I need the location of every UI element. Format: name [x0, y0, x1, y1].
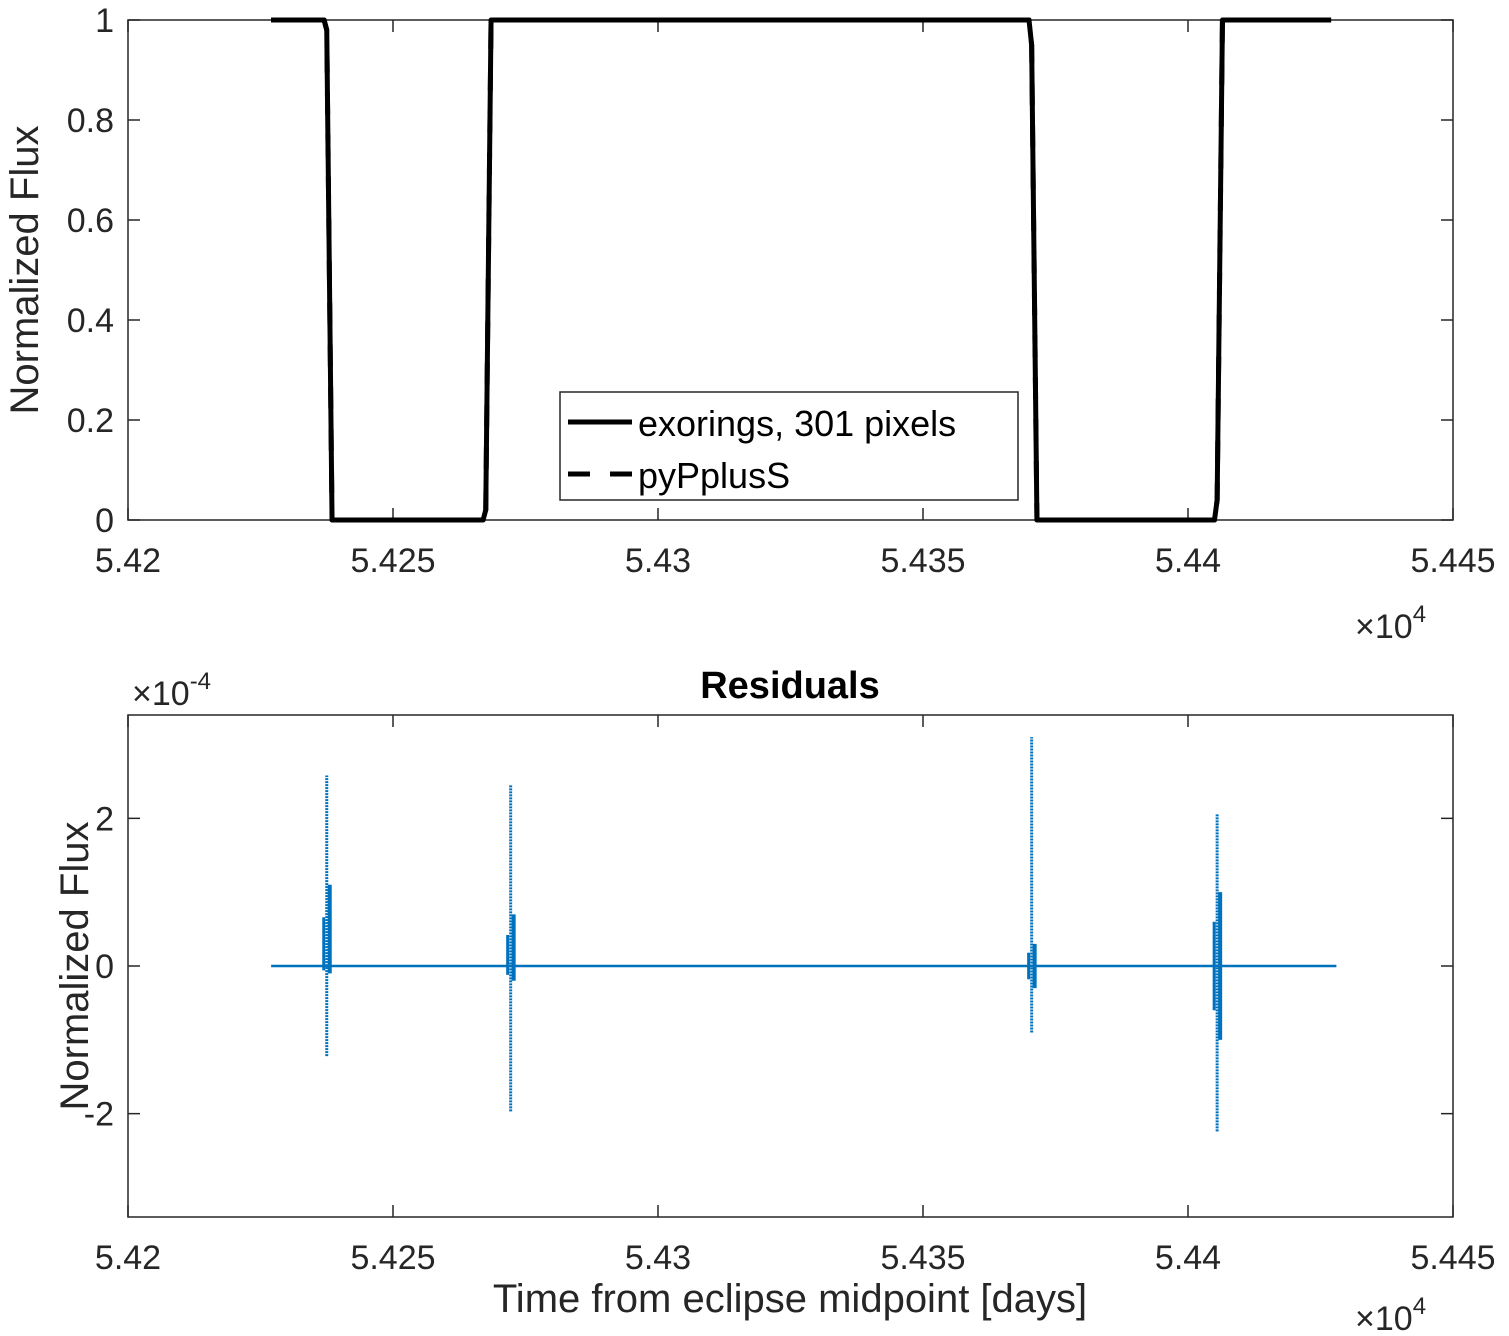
bottom-x-exponent: ×104	[1355, 1293, 1426, 1336]
top-y-tick-label: 0.4	[67, 302, 114, 340]
series-line-pypluss	[271, 17, 1332, 523]
top-y-tick-label: 0	[95, 502, 114, 540]
bottom-x-tick-label: 5.435	[880, 1239, 965, 1277]
bottom-series	[271, 737, 1337, 1132]
legend-entry-pypluss: pyPplusS	[638, 455, 790, 496]
top-x-tick-label: 5.44	[1155, 542, 1221, 580]
top-x-tick-label: 5.435	[880, 542, 965, 580]
bottom-axes: 5.42 5.425 5.43 5.435 5.44 5.445 -2 0 2 Residual…	[53, 665, 1496, 1336]
bottom-x-tick-label: 5.44	[1155, 1239, 1221, 1277]
bottom-ticks: 5.42 5.425 5.43 5.435 5.44 5.445 -2 0 2	[84, 715, 1496, 1277]
legend: exorings, 301 pixels pyPplusS	[559, 391, 1019, 501]
bottom-y-exponent: ×10-4	[132, 668, 211, 713]
top-x-tick-label: 5.425	[350, 542, 435, 580]
bottom-y-tick-label: 0	[95, 948, 114, 986]
bottom-y-tick-label: -2	[84, 1096, 114, 1134]
legend-box	[559, 391, 1019, 501]
bottom-x-tick-label: 5.445	[1410, 1239, 1495, 1277]
top-x-tick-label: 5.42	[95, 542, 161, 580]
bottom-x-axis-label: Time from eclipse midpoint [days]	[493, 1277, 1087, 1321]
top-y-tick-label: 0.8	[67, 102, 114, 140]
top-series	[271, 17, 1332, 523]
bottom-y-tick-label: 2	[95, 800, 114, 838]
top-x-tick-label: 5.445	[1410, 542, 1495, 580]
bottom-title: Residuals	[700, 665, 880, 707]
bottom-x-tick-label: 5.425	[350, 1239, 435, 1277]
top-y-axis-label: Normalized Flux	[3, 126, 47, 415]
top-axes: 5.42 5.425 5.43 5.435 5.44 5.445 0 0.2 0.4 0.6 0.8…	[3, 2, 1496, 646]
top-y-tick-label: 0.2	[67, 402, 114, 440]
bottom-x-tick-label: 5.43	[625, 1239, 691, 1277]
legend-entry-exorings: exorings, 301 pixels	[638, 403, 956, 444]
top-ticks: 5.42 5.425 5.43 5.435 5.44 5.445 0 0.2 0.4 0.6 0.8…	[67, 2, 1496, 580]
top-y-tick-label: 0.6	[67, 202, 114, 240]
top-x-tick-label: 5.43	[625, 542, 691, 580]
bottom-x-tick-label: 5.42	[95, 1239, 161, 1277]
top-x-exponent: ×104	[1355, 601, 1426, 646]
bottom-y-axis-label: Normalized Flux	[53, 822, 97, 1111]
top-y-tick-label: 1	[95, 2, 114, 40]
